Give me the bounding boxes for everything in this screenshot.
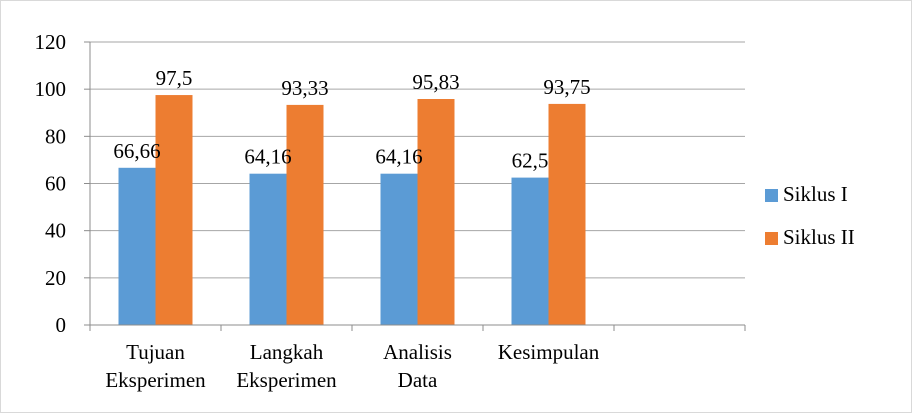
bar-siklus-ii bbox=[286, 104, 324, 325]
x-tick-label: Analisis bbox=[383, 340, 452, 364]
x-axis-tick-labels: Tujuan Eksperimen Langkah Eksperimen Analisi… bbox=[105, 340, 599, 392]
bar-siklus-ii bbox=[155, 95, 193, 325]
legend-swatch bbox=[765, 232, 778, 245]
bar-siklus-i bbox=[118, 167, 156, 325]
y-tick-label: 40 bbox=[45, 219, 66, 243]
legend-swatch bbox=[765, 189, 778, 202]
x-tick-label: Data bbox=[398, 368, 438, 392]
bar-siklus-ii bbox=[548, 103, 586, 325]
data-label: 66,66 bbox=[113, 139, 160, 163]
y-tick-label: 60 bbox=[45, 172, 66, 196]
bars bbox=[118, 95, 586, 325]
data-label: 97,5 bbox=[156, 66, 193, 90]
data-label: 62,5 bbox=[512, 149, 549, 173]
bar-siklus-ii bbox=[417, 99, 455, 325]
x-tick-label: Tujuan bbox=[126, 340, 185, 364]
data-label: 93,75 bbox=[543, 75, 590, 99]
gridlines bbox=[90, 41, 745, 279]
data-label: 64,16 bbox=[375, 145, 422, 169]
y-tick-label: 100 bbox=[35, 77, 67, 101]
axes bbox=[84, 41, 746, 331]
legend: Siklus I Siklus II bbox=[765, 182, 855, 249]
bar-siklus-i bbox=[380, 173, 418, 325]
y-tick-label: 0 bbox=[56, 313, 67, 337]
data-label: 64,16 bbox=[244, 145, 291, 169]
bar-siklus-i bbox=[249, 173, 287, 325]
y-tick-label: 80 bbox=[45, 124, 66, 148]
x-tick-label: Langkah bbox=[250, 340, 324, 364]
x-tick-label: Eksperimen bbox=[236, 368, 337, 392]
data-label: 93,33 bbox=[281, 76, 328, 100]
bar-siklus-i bbox=[511, 177, 549, 325]
y-tick-label: 20 bbox=[45, 266, 66, 290]
x-tick-label: Kesimpulan bbox=[498, 340, 600, 364]
legend-label: Siklus I bbox=[783, 182, 848, 206]
data-label: 95,83 bbox=[412, 70, 459, 94]
legend-label: Siklus II bbox=[783, 225, 855, 249]
data-labels: 66,66 64,16 64,16 62,5 97,5 93,33 95,83 93,75 bbox=[113, 66, 590, 173]
y-tick-label: 120 bbox=[35, 30, 67, 54]
x-tick-label: Eksperimen bbox=[105, 368, 206, 392]
y-axis-tick-labels: 0 20 40 60 80 100 120 bbox=[35, 30, 67, 337]
